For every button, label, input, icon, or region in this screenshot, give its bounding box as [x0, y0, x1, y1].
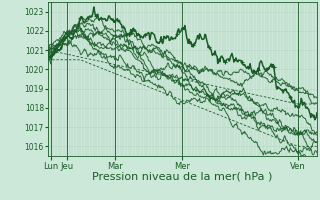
X-axis label: Pression niveau de la mer( hPa ): Pression niveau de la mer( hPa ) — [92, 172, 273, 182]
